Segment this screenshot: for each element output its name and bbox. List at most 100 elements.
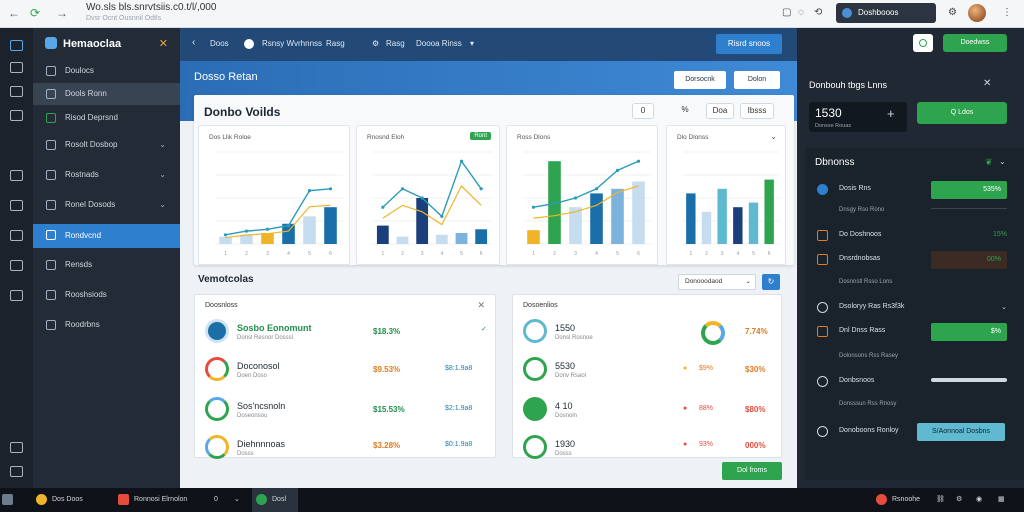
refresh-button[interactable] bbox=[913, 34, 933, 52]
list-item[interactable]: 5530 Donv Rsaol ● $9% $30% bbox=[513, 351, 781, 389]
copy-icon[interactable]: ▢ bbox=[782, 7, 792, 18]
breadcrumb-2[interactable]: Rasg bbox=[326, 39, 345, 48]
panel-pill-4[interactable]: Ibsss bbox=[740, 103, 774, 119]
list-item[interactable]: Sos'ncsnoln Doseonsou $15.53% $2:1.9a8 bbox=[195, 391, 495, 429]
back-icon[interactable]: ← bbox=[8, 6, 20, 20]
chevron-down-icon[interactable]: ⌄ bbox=[999, 157, 1006, 166]
list-item[interactable]: Donbsnoos bbox=[805, 370, 1024, 394]
right-action-button[interactable]: Doedwss bbox=[943, 34, 1007, 52]
taskbar-item-1[interactable]: Dos Doos bbox=[32, 488, 112, 512]
list-item[interactable]: Dnl Dnss Rass $% bbox=[805, 320, 1024, 344]
sidebar-item-1[interactable]: Dools Ronn bbox=[33, 83, 180, 105]
hero-button-2[interactable]: Dolon bbox=[734, 71, 780, 89]
list-item[interactable]: Donoboons Ronloy S/Aonnoal Dosbns bbox=[805, 420, 1024, 444]
breadcrumb-1[interactable]: Rsnsy Wvrhnnss bbox=[262, 39, 323, 48]
taskbar-item-2[interactable]: Ronnosi Elrnolon bbox=[114, 488, 244, 512]
list-item[interactable]: Dnsrdnobsas 00% bbox=[805, 248, 1024, 272]
chevron-down-icon[interactable]: ⌄ bbox=[234, 496, 240, 503]
section-title: Vemotcolas bbox=[198, 274, 254, 285]
back-link[interactable]: Doos bbox=[210, 39, 229, 48]
pen-icon[interactable] bbox=[10, 110, 23, 121]
sidebar-item-2[interactable]: Risod Deprsnd bbox=[33, 107, 180, 129]
drop-icon: ● bbox=[683, 405, 688, 412]
menu-icon[interactable]: ⋮ bbox=[1002, 7, 1012, 18]
list-item[interactable]: Dsoloryy Ras Rs3f3k ⌄ bbox=[805, 296, 1024, 320]
list-item[interactable]: Dolonsons Rss Rasey bbox=[805, 346, 1024, 370]
taskbar-item-3[interactable]: 0 bbox=[212, 488, 236, 512]
chevron-down-icon[interactable]: ⌄ bbox=[770, 132, 777, 141]
windows-start-icon[interactable] bbox=[0, 488, 14, 512]
plus-icon[interactable]: + bbox=[887, 106, 895, 121]
tray-item[interactable]: Rsnoohe bbox=[872, 488, 932, 512]
filter-select[interactable]: Donooodaod ⌄ bbox=[678, 274, 756, 290]
link-icon[interactable]: ⛓ bbox=[936, 496, 945, 503]
chevron-left-icon[interactable]: ‹ bbox=[192, 37, 196, 48]
list-item[interactable]: Sosbo Eonomunt Donsl Resnor Dosssl $18.3… bbox=[195, 313, 495, 351]
settings-icon[interactable]: ⚙ bbox=[956, 496, 963, 503]
calendar-icon[interactable] bbox=[10, 200, 23, 211]
help-icon[interactable] bbox=[10, 442, 23, 453]
address-bar[interactable]: Wo.sls bls.snrvtsiis.c0.t/l/,000 Dvsr Oc… bbox=[86, 2, 256, 24]
card-action-button[interactable]: Dol froms bbox=[722, 462, 782, 480]
lock-icon[interactable] bbox=[10, 62, 23, 73]
chart-line-secondary bbox=[533, 185, 639, 219]
grid-icon[interactable] bbox=[10, 466, 23, 477]
sidebar-item-3[interactable]: Rosolt Dosbop ⌄ bbox=[33, 134, 180, 156]
network-icon[interactable]: ▦ bbox=[998, 496, 1005, 503]
panel-pill-1[interactable]: 0 bbox=[632, 103, 654, 119]
list-item[interactable]: Do Doshnoos 15% bbox=[805, 224, 1024, 248]
chevron-down-icon[interactable]: ⌄ bbox=[1001, 304, 1007, 311]
breadcrumb-4[interactable]: Doooa Rinss bbox=[416, 39, 462, 48]
sidebar-item-0[interactable]: Doulocs bbox=[33, 60, 180, 82]
list-item[interactable]: 4 10 Dosnoln ● 88% $80% bbox=[513, 391, 781, 429]
breadcrumb-3[interactable]: Rasg bbox=[386, 39, 405, 48]
close-icon[interactable]: ✕ bbox=[477, 300, 485, 310]
close-icon[interactable]: ✕ bbox=[983, 78, 992, 89]
list-item[interactable]: Dosnnstl Rsso Lons bbox=[805, 272, 1024, 296]
user-icon[interactable] bbox=[10, 290, 23, 301]
forward-icon[interactable]: → bbox=[56, 6, 68, 20]
folder-icon[interactable] bbox=[10, 170, 23, 181]
refresh-icon[interactable]: ⟳ bbox=[30, 6, 41, 20]
item-value: $18.3% bbox=[373, 327, 401, 336]
chart-icon[interactable] bbox=[10, 230, 23, 241]
list-item[interactable]: Doconosol Doen Doso $9.53% $8:1.9a8 bbox=[195, 351, 495, 389]
close-icon[interactable]: ✕ bbox=[158, 38, 168, 50]
metric-subtitle: Donsse Rouas bbox=[815, 123, 852, 129]
home-icon[interactable] bbox=[10, 40, 23, 51]
wifi-icon[interactable]: ◉ bbox=[976, 496, 983, 503]
filter-refresh-button[interactable]: ↻ bbox=[762, 274, 780, 290]
bell-icon[interactable]: ◌ bbox=[798, 7, 804, 18]
list-item[interactable]: Diehnnnoas Dosss $3.28% $0:1.9a8 bbox=[195, 429, 495, 467]
list-item[interactable]: Donsssun Rss Rnosy bbox=[805, 394, 1024, 418]
list-item[interactable]: 1930 Dosss ● 93% 000% bbox=[513, 429, 781, 467]
chart-bar bbox=[632, 181, 645, 244]
sync-icon[interactable]: ⟲ bbox=[814, 7, 823, 18]
share-icon[interactable] bbox=[10, 86, 23, 97]
sidebar-item-7[interactable]: Rensds bbox=[33, 254, 180, 276]
list-item[interactable]: 1550 Donsl Rosnoe 7.74% bbox=[513, 313, 781, 351]
item-bar: 00% bbox=[931, 251, 1007, 269]
green-button[interactable]: Q Ldos bbox=[917, 102, 1007, 124]
document-icon bbox=[46, 140, 56, 150]
sidebar-item-6[interactable]: Rondvcnd bbox=[33, 224, 180, 248]
sidebar-item-9[interactable]: Roodrbns bbox=[33, 314, 180, 336]
settings-icon[interactable]: ⚙ bbox=[948, 7, 957, 18]
list-item[interactable]: Dnsgy Rso Rono bbox=[805, 200, 1024, 224]
sidebar-item-5[interactable]: Ronel Dosods ⌄ bbox=[33, 194, 180, 216]
sidebar-item-8[interactable]: Rooshsiods bbox=[33, 284, 180, 306]
list-item[interactable]: Dosis Rns 535% bbox=[805, 178, 1024, 202]
panel-pill-2[interactable]: % bbox=[681, 105, 689, 114]
progress-bar bbox=[931, 378, 1007, 382]
avatar[interactable] bbox=[968, 4, 986, 22]
item-subtitle: Dosss bbox=[237, 451, 254, 457]
browser-tab[interactable]: Doshbooos bbox=[836, 3, 936, 23]
gear-icon[interactable]: ⚙ bbox=[372, 39, 380, 48]
top-action-button[interactable]: Risrd snoos bbox=[716, 34, 782, 54]
panel-pill-3[interactable]: Doa bbox=[706, 103, 734, 119]
taskbar-item-4[interactable]: Dosl bbox=[252, 488, 298, 512]
sidebar-item-4[interactable]: Rostnads ⌄ bbox=[33, 164, 180, 186]
globe-icon[interactable] bbox=[10, 260, 23, 271]
chevron-down-icon[interactable]: ▾ bbox=[470, 39, 475, 48]
hero-button-1[interactable]: Dorsocnk bbox=[674, 71, 726, 89]
